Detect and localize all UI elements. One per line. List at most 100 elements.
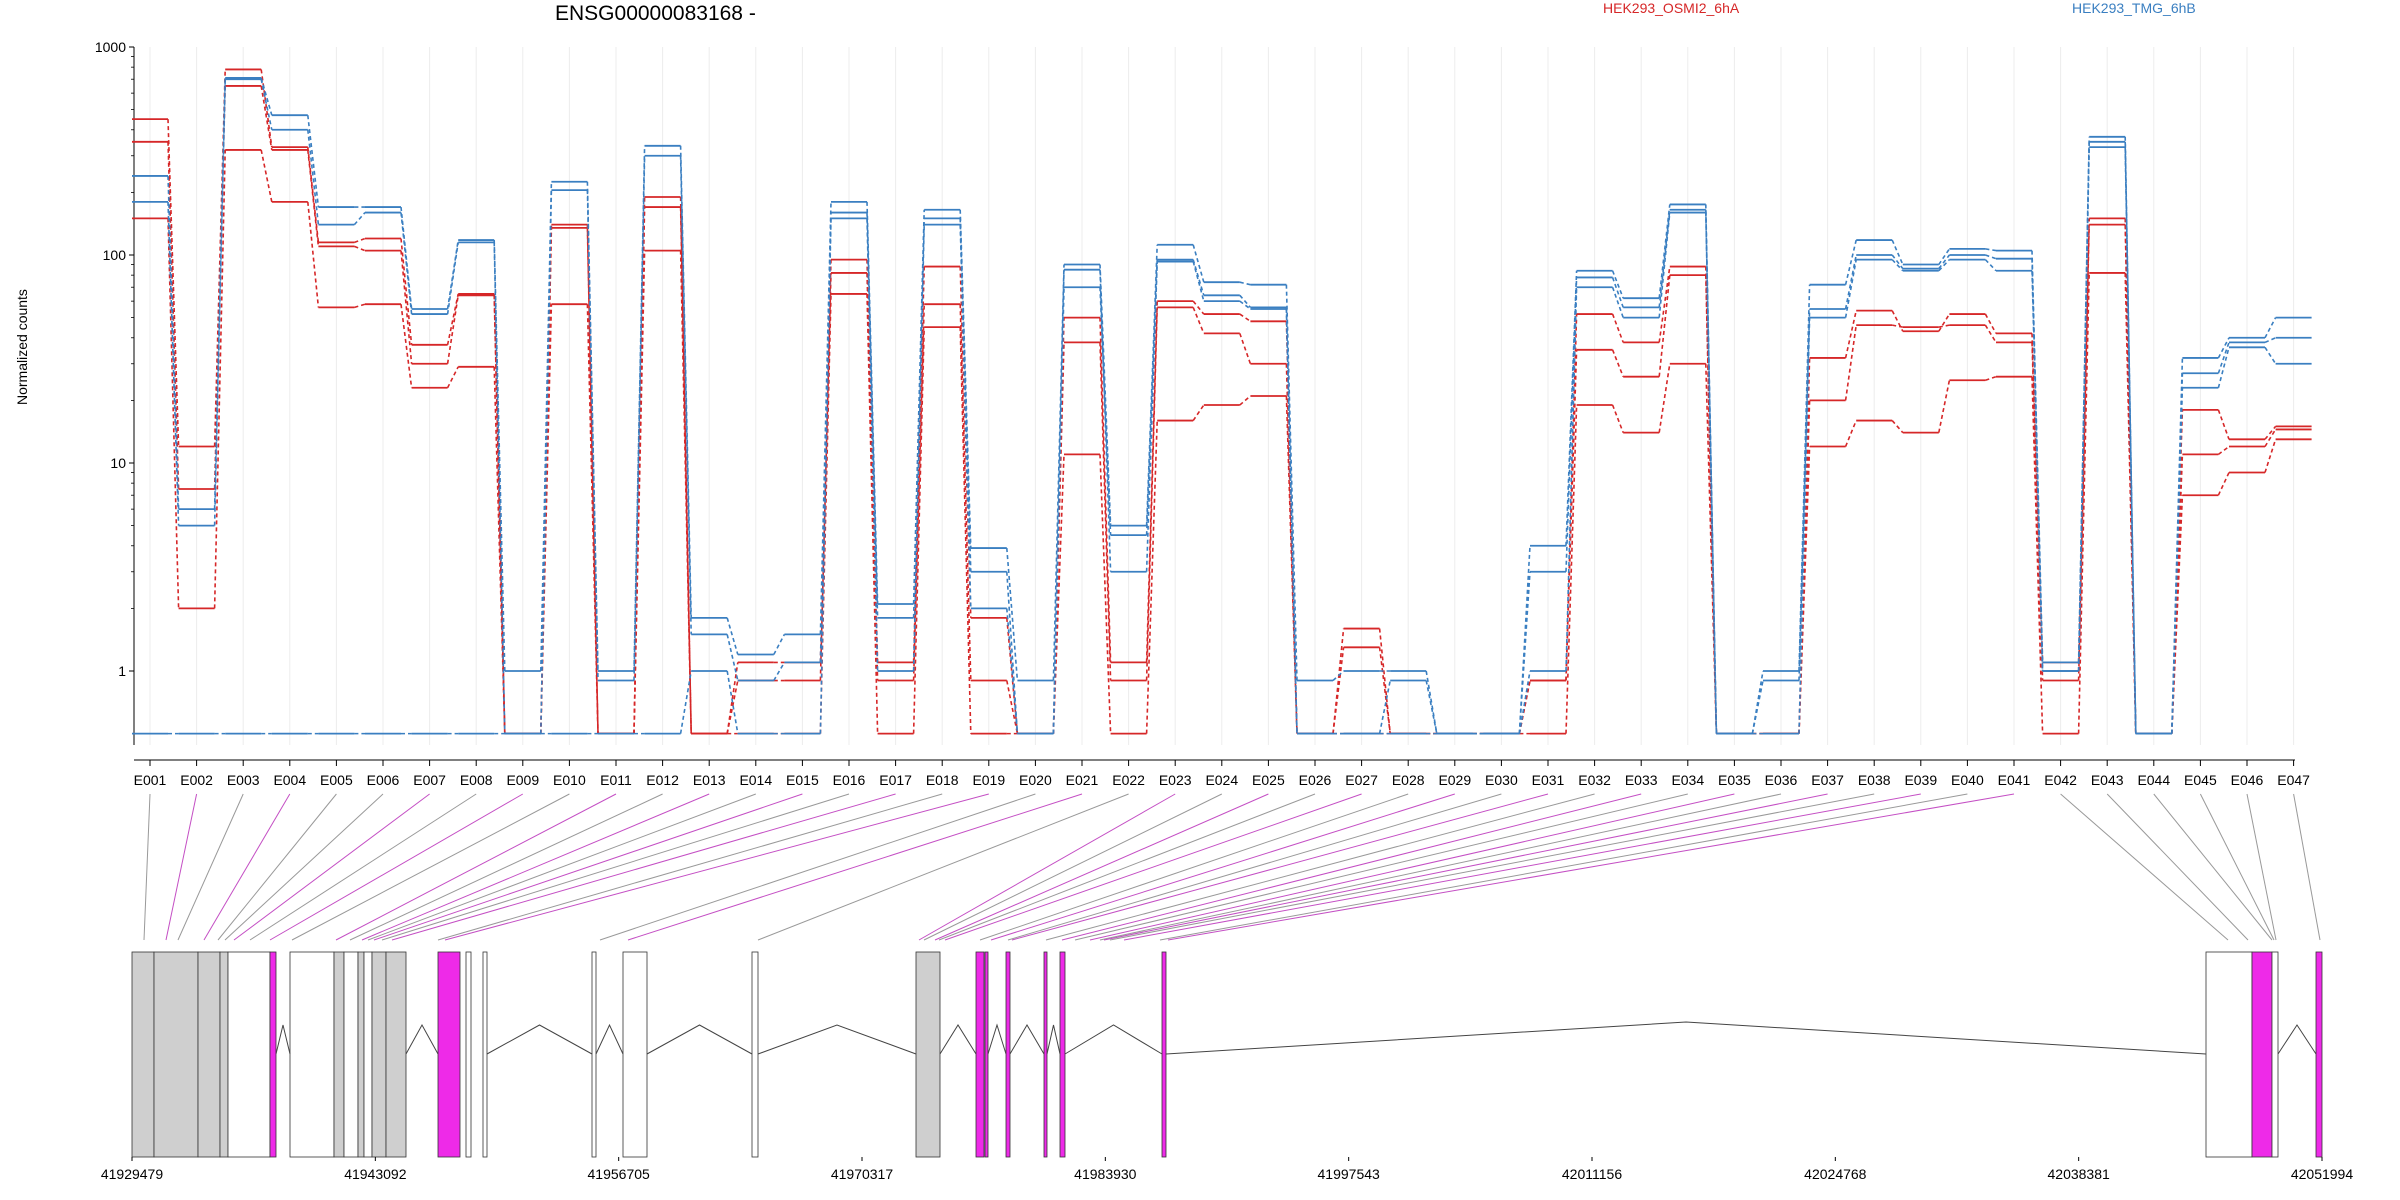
series-transition [2218,447,2229,455]
x-tick-label: E005 [320,772,353,788]
axes: 1 10 100 1000 E001 E002 E003 E004 E005 E006 E007 E0… [95,39,2310,788]
x-tick-label: E040 [1951,772,1984,788]
series-transition [1892,421,1903,433]
x-tick-label: E022 [1112,772,1145,788]
exon-box [372,952,386,1157]
x-tick-label: E029 [1438,772,1471,788]
series-transition [1613,405,1624,433]
exon-box [985,952,988,1157]
series-transition [681,156,692,635]
series-transition [2172,373,2183,733]
x-tick-label: E012 [646,772,679,788]
series-transition [1892,311,1903,332]
intron-line [596,1025,623,1054]
series-transition [354,246,365,250]
exon-usage-chart: 1101001000E001 E002 E003 E004 E005 E006 E007 E0… [0,0,2400,1200]
series-transition [2079,273,2090,734]
x-tick-label: E008 [460,772,493,788]
series-transition [2218,347,2229,387]
exon-connector [1100,794,1781,940]
series-transition [634,251,645,734]
series-transition [2265,347,2276,363]
exon-box [623,952,647,1157]
series-transition [1892,325,1903,327]
exon-box [2206,952,2252,1157]
exon-connector [250,794,476,940]
exon-box [483,952,487,1157]
y-tick-label: 1 [118,663,126,679]
exon-box [1162,952,1166,1157]
x-tick-label: E026 [1299,772,1332,788]
x-tick-label: E041 [1998,772,2031,788]
exon-connector [1008,794,1501,940]
series-transition [448,367,459,388]
exon-box [1060,952,1065,1157]
exon-connector [2061,794,2228,940]
series-transition [1333,647,1344,733]
x-tick-label: E014 [739,772,772,788]
x-tick-label: E034 [1671,772,1704,788]
genomic-tick-label: 42011156 [1562,1166,1622,1182]
exon-connector [144,794,150,940]
series-transition [1566,405,1577,734]
series-transition [168,202,179,526]
x-tick-label: E039 [1904,772,1937,788]
exon-connector [225,794,383,940]
series-transition [1939,314,1950,331]
intron-line [940,1025,976,1054]
x-tick-label: E043 [2091,772,2124,788]
exon-connector [392,794,896,940]
genomic-tick-label: 41956705 [588,1166,651,1182]
exon-box [270,952,276,1157]
series-transition [1985,249,1996,251]
exon-box [2252,952,2272,1157]
intron-line [988,1025,1006,1054]
series-transition [1846,421,1857,447]
series-transition [354,239,365,243]
exon-connector [628,794,1082,940]
series-transition [1613,314,1624,342]
series-transition [354,213,365,225]
intron-line [1047,1025,1060,1054]
exon-connector [445,794,989,940]
x-tick-label: E033 [1625,772,1658,788]
exon-box [2272,952,2278,1157]
exon-connector [2107,794,2248,940]
x-tick-label: E028 [1392,772,1425,788]
x-tick-label: E009 [506,772,539,788]
y-tick-label: 1000 [95,39,126,55]
series-transition [2218,410,2229,439]
x-tick-label: E042 [2044,772,2077,788]
x-tick-label: E003 [227,772,260,788]
exon-box [752,952,758,1157]
exon-connector [2154,794,2272,940]
x-tick-label: E006 [367,772,400,788]
intron-line [647,1025,752,1054]
exon-connector [362,794,709,940]
genomic-tick-label: 42051994 [2291,1166,2354,1182]
exon-connector [935,794,1268,940]
exon-box [198,952,220,1157]
intron-line [1166,1022,2206,1054]
x-tick-label: E015 [786,772,819,788]
intron-line [1065,1025,1162,1054]
series-transition [401,304,412,388]
exon-box [1006,952,1010,1157]
x-tick-label: E032 [1578,772,1611,788]
exon-connector [980,794,1408,940]
series-transition [727,618,738,655]
series-transition [2218,338,2229,358]
series-transition [215,150,226,608]
series-transition [587,190,598,680]
series-transition [541,190,552,733]
x-tick-label: E004 [273,772,306,788]
exon-box [344,952,358,1157]
exon-connector [438,794,942,940]
exon-box [228,952,270,1157]
intron-line [1010,1025,1044,1054]
x-tick-label: E024 [1205,772,1238,788]
genomic-tick-label: 42024768 [1804,1166,1867,1182]
x-tick-label: E045 [2184,772,2217,788]
series-transition [1007,548,1018,680]
series-transition [774,634,785,654]
